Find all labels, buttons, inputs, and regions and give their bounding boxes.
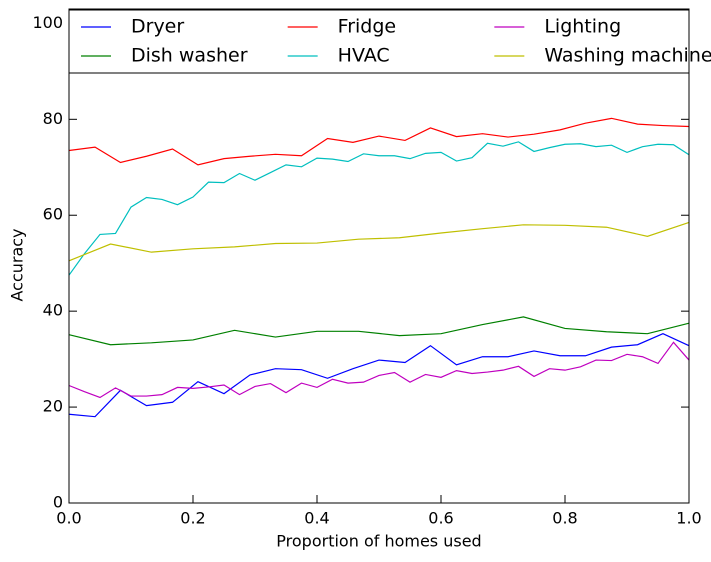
y-tick-label: 60: [43, 205, 63, 224]
legend-label: Dish washer: [131, 45, 248, 67]
series-line: [68, 221, 690, 262]
series-line: [68, 141, 690, 276]
y-tick-label: 80: [43, 109, 63, 128]
x-axis-label: Proportion of homes used: [276, 532, 481, 551]
x-tick-label: 0.4: [304, 509, 329, 528]
legend-box: [68, 9, 690, 74]
legend-label: Lighting: [544, 16, 621, 38]
x-tick-label: 0.8: [552, 509, 577, 528]
y-tick-label: 40: [43, 301, 63, 320]
series-line: [68, 117, 690, 166]
series-line: [68, 316, 690, 346]
x-tick-label: 1.0: [676, 509, 701, 528]
legend-label: Dryer: [131, 16, 184, 38]
series-line: [68, 341, 690, 399]
y-tick-label: 20: [43, 397, 63, 416]
legend-label: Washing machine: [544, 45, 711, 67]
x-tick-label: 0.6: [428, 509, 453, 528]
x-tick-label: 0.0: [56, 509, 81, 528]
legend-label: Fridge: [338, 16, 396, 38]
plot-frame: [68, 8, 690, 504]
y-axis-label: Accuracy: [8, 228, 27, 301]
y-tick-label: 100: [32, 13, 63, 32]
legend-label: HVAC: [338, 45, 390, 67]
y-tick-label: 0: [53, 493, 63, 512]
series-line: [68, 333, 690, 418]
x-tick-label: 0.2: [180, 509, 205, 528]
